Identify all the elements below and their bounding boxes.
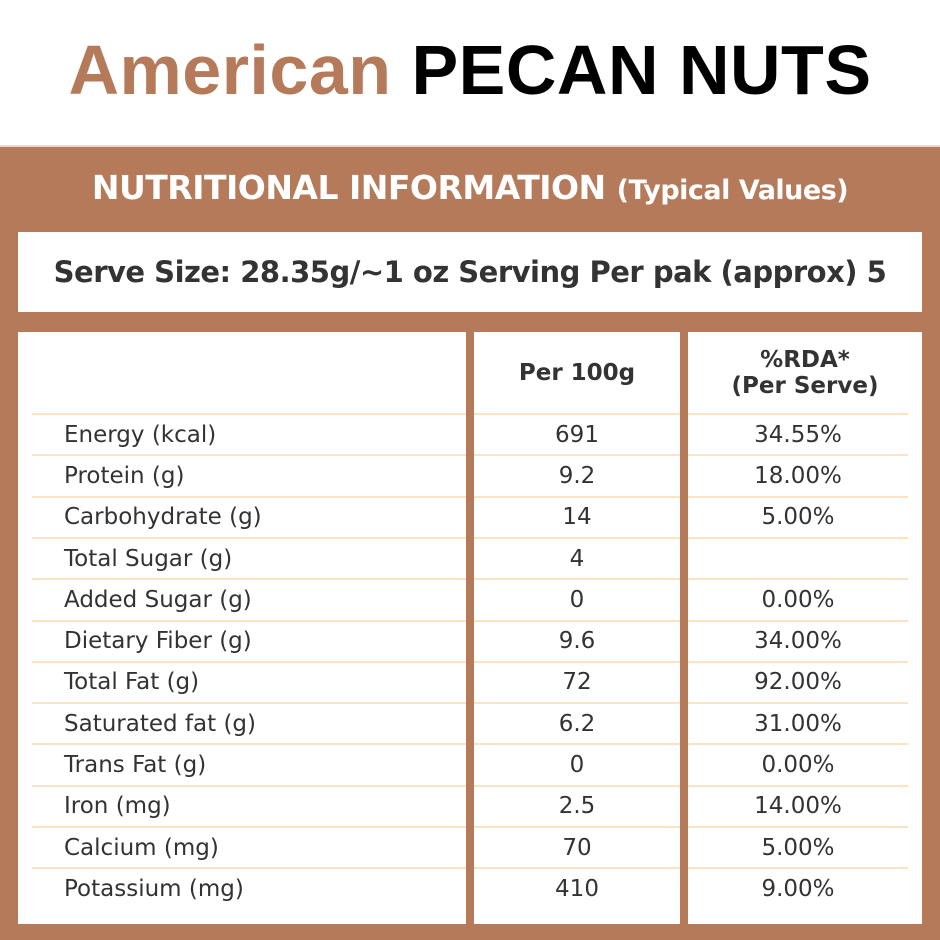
per-100g-value: 70: [474, 826, 680, 867]
rda-value: 34.55%: [688, 413, 908, 454]
nutrient-name: Carbohydrate (g): [32, 495, 466, 537]
nutrient-name: Total Fat (g): [32, 660, 466, 702]
nutrient-name: Total Sugar (g): [32, 536, 466, 578]
per-100g-value: 0: [474, 578, 680, 619]
per-100g-value: 72: [474, 660, 680, 702]
nutrient-name: Calcium (mg): [32, 826, 466, 867]
nutrient-name: Potassium (mg): [32, 867, 466, 908]
rda-value: 92.00%: [688, 660, 908, 702]
title-pecan-nuts: PECAN NUTS: [411, 31, 872, 109]
nutrient-names-column: Energy (kcal) Protein (g) Carbohydrate (g)…: [18, 332, 466, 924]
serve-size: Serve Size: 28.35g/~1 oz Serving Per pak…: [18, 232, 922, 312]
rda-value: 34.00%: [688, 619, 908, 661]
nutrient-name: Added Sugar (g): [32, 578, 466, 619]
per-100g-value: 4: [474, 536, 680, 578]
per-100g-value: 410: [474, 867, 680, 908]
per-100g-column: Per 100g 691 9.2 14 4 0 9.6 72 6.2 0 2.5 70 410: [474, 332, 680, 924]
nutrient-name: Dietary Fiber (g): [32, 619, 466, 661]
per-100g-value: 691: [474, 413, 680, 454]
rda-header: %RDA* (Per Serve): [688, 332, 922, 413]
header-sub: (Typical Values): [616, 175, 849, 206]
rda-value: 5.00%: [688, 826, 908, 867]
nutrient-name: Iron (mg): [32, 784, 466, 826]
nutrient-name: Energy (kcal): [32, 413, 466, 454]
per-100g-value: 9.2: [474, 454, 680, 495]
nutrition-header: NUTRITIONAL INFORMATION (Typical Values): [0, 168, 940, 207]
rda-value: 18.00%: [688, 454, 908, 495]
rda-value: 9.00%: [688, 867, 908, 908]
title-american: American: [68, 31, 392, 109]
nutrient-name: Saturated fat (g): [32, 702, 466, 743]
nutrient-name: Protein (g): [32, 454, 466, 495]
rda-header-line2: (Per Serve): [731, 372, 879, 399]
rda-value: 5.00%: [688, 495, 908, 537]
per-100g-value: 6.2: [474, 702, 680, 743]
rda-header-line1: %RDA*: [760, 346, 850, 373]
rda-column: %RDA* (Per Serve) 34.55% 18.00% 5.00% 0.00% 3…: [688, 332, 922, 924]
rda-value: 31.00%: [688, 702, 908, 743]
nutrient-name: Trans Fat (g): [32, 743, 466, 784]
per-100g-value: 0: [474, 743, 680, 784]
product-title: American PECAN NUTS: [0, 30, 940, 110]
per-100g-value: 2.5: [474, 784, 680, 826]
rda-value: [688, 536, 908, 578]
header-main: NUTRITIONAL INFORMATION: [91, 168, 606, 207]
rda-value: 0.00%: [688, 578, 908, 619]
per-100g-value: 14: [474, 495, 680, 537]
per-100g-header: Per 100g: [518, 359, 636, 386]
per-100g-value: 9.6: [474, 619, 680, 661]
rda-value: 14.00%: [688, 784, 908, 826]
rda-value: 0.00%: [688, 743, 908, 784]
